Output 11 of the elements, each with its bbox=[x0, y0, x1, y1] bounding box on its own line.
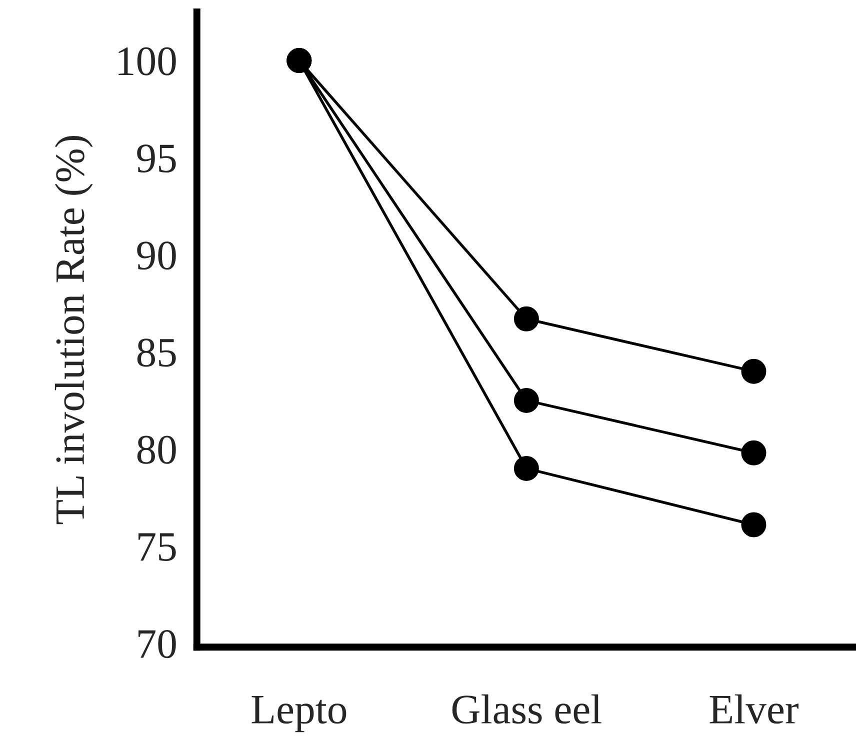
y-tick-label: 90 bbox=[137, 242, 176, 270]
x-tick-label: Glass eel bbox=[452, 694, 602, 724]
y-tick-label: 70 bbox=[138, 630, 176, 658]
y-tick-label: 80 bbox=[137, 436, 176, 464]
y-tick-label: 100 bbox=[118, 47, 176, 76]
x-tick-label: Lepto bbox=[252, 696, 346, 732]
y-tick-label: 85 bbox=[137, 338, 176, 367]
y-axis-title: TL involution Rate (%) bbox=[54, 136, 93, 524]
x-tick-label: Elver bbox=[710, 694, 798, 724]
y-tick-label: 95 bbox=[137, 144, 176, 173]
y-tick-label: 75 bbox=[138, 533, 176, 561]
